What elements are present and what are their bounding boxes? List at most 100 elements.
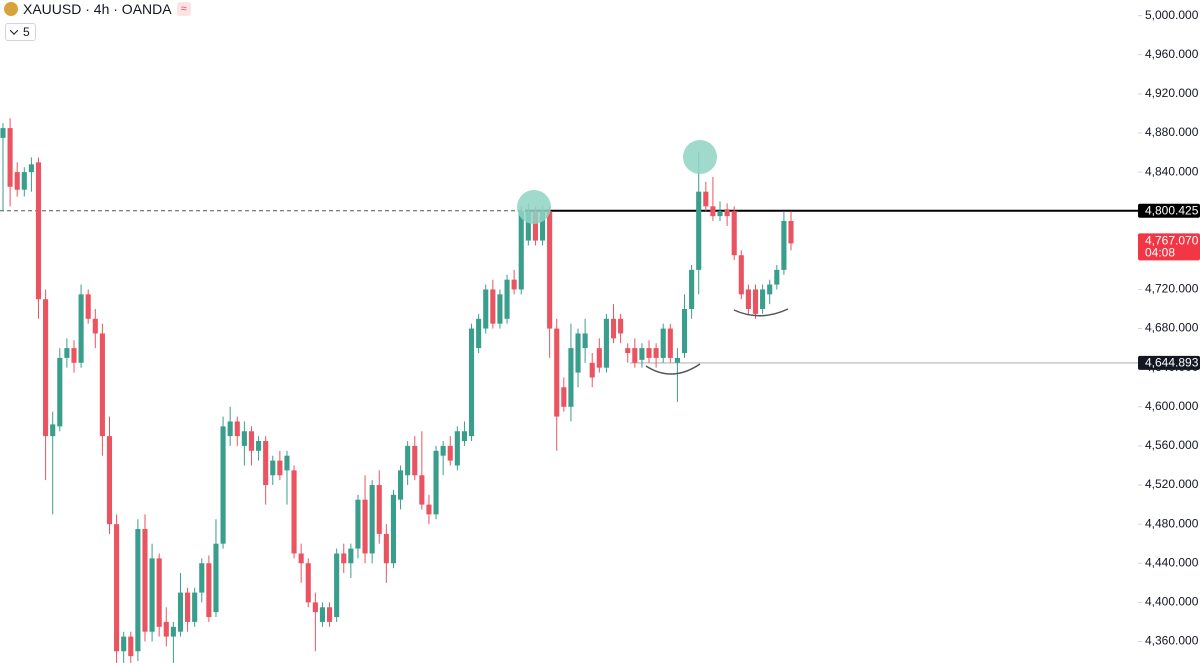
candle-body (248, 431, 255, 451)
current-price-label: 4,767.070 (1145, 234, 1199, 248)
candle-body (305, 563, 311, 603)
candle-body (454, 431, 460, 466)
candle-body (788, 221, 794, 244)
candle-body (263, 441, 269, 486)
candle-body (426, 504, 432, 515)
candle-body (35, 162, 42, 300)
candle-body (490, 289, 496, 324)
candle-body (312, 602, 318, 613)
interval-button[interactable]: 5 (5, 23, 36, 41)
candle-body (199, 563, 205, 593)
candle-body (653, 348, 659, 358)
candle-body (596, 348, 602, 368)
candle-body (717, 211, 723, 217)
candle-body (461, 431, 467, 442)
y-tick-label: 5,000.000 (1145, 8, 1199, 22)
candle-body (128, 636, 134, 657)
countdown-label: 04:08 (1145, 246, 1175, 260)
status-icon: ≈ (176, 2, 191, 16)
candle-body (220, 426, 226, 544)
candle-body (447, 445, 453, 461)
candle-body (28, 164, 34, 173)
candle-body (660, 328, 666, 358)
candle-body (256, 441, 262, 451)
candle-body (433, 450, 439, 515)
candle-body (291, 470, 297, 554)
symbol-logo (4, 2, 18, 16)
candle-body (390, 494, 397, 564)
candle-body (568, 348, 574, 407)
candle-body (213, 543, 219, 613)
highlight-circle (517, 190, 551, 224)
level-price-label: 4,644.893 (1145, 356, 1199, 370)
candle-body (85, 294, 91, 319)
candle-body (170, 626, 176, 637)
y-tick-label: 4,440.000 (1145, 555, 1199, 569)
y-tick-label: 4,920.000 (1145, 86, 1199, 100)
candle-body (603, 318, 609, 368)
candle-body (511, 279, 517, 290)
candle-body (419, 475, 425, 505)
candle-body (497, 294, 503, 324)
candle-body (696, 191, 702, 270)
candle-body (149, 558, 155, 632)
candle-body (710, 206, 716, 217)
candle-body (135, 529, 141, 652)
candle-body (99, 333, 105, 437)
candle-body (625, 348, 631, 354)
candle-body (319, 607, 326, 622)
candle-body (241, 431, 247, 446)
candle-body (575, 333, 581, 373)
candle-body (632, 348, 638, 363)
candle-body (639, 348, 645, 360)
candle-body (646, 348, 652, 358)
candle-body (561, 387, 567, 407)
highlight-circle (683, 140, 717, 174)
candle-body (185, 592, 191, 622)
plot-area (0, 118, 1138, 663)
candle-body (369, 485, 375, 554)
candle-body (476, 318, 482, 349)
current-price-box (1138, 233, 1200, 261)
candle-body (525, 211, 531, 241)
arc-annotation (645, 363, 701, 375)
level-price-box (1138, 355, 1200, 370)
y-tick-label: 4,720.000 (1145, 282, 1199, 296)
candle-body (745, 289, 751, 310)
candle-body (64, 348, 70, 358)
candle-body (752, 289, 759, 314)
y-tick-label: 4,560.000 (1145, 438, 1199, 452)
level-price-label: 4,800.425 (1145, 203, 1199, 217)
candle-body (724, 209, 730, 217)
candle-body (355, 499, 361, 549)
price-axis: 5,000.000 4,960.000 4,920.000 4,880.000 4,84… (1138, 8, 1200, 648)
candle-body (277, 460, 283, 476)
candle-body (468, 328, 475, 437)
candle-body (7, 128, 13, 187)
candle-body (589, 362, 595, 378)
candle-body (14, 172, 20, 190)
candle-body (156, 558, 162, 627)
candle-body (341, 553, 347, 564)
candle-body (582, 333, 588, 349)
candle-body (618, 318, 624, 334)
candle-body (518, 211, 524, 290)
candle-body (412, 445, 418, 476)
candle-body (610, 318, 617, 339)
y-tick-label: 4,400.000 (1145, 595, 1199, 609)
candle-body (397, 470, 404, 500)
candle-body (383, 533, 389, 564)
y-tick-label: 4,600.000 (1145, 399, 1199, 413)
candle-body (206, 563, 212, 618)
candle-body (192, 592, 198, 622)
level-price-box (1138, 203, 1200, 218)
candle-body (163, 621, 169, 637)
candle-body (298, 553, 304, 564)
y-tick-label: 4,360.000 (1145, 634, 1199, 648)
candle-body (284, 455, 290, 471)
y-tick-label: 4,680.000 (1145, 321, 1199, 335)
candle-body (405, 445, 411, 476)
symbol-header: XAUUSD · 4h · OANDA ≈ (4, 1, 191, 17)
